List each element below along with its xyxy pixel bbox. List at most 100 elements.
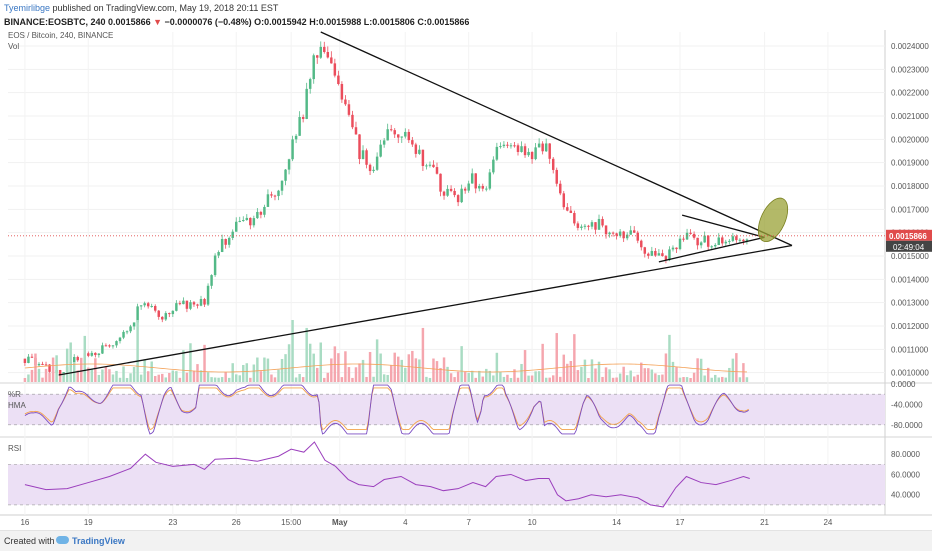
volume-bar — [316, 367, 319, 382]
volume-bar — [411, 350, 414, 382]
candle-body — [717, 237, 720, 245]
volume-bar — [270, 374, 273, 382]
low-value: L:0.0015806 — [363, 17, 415, 27]
time-tick-label: 7 — [466, 518, 471, 527]
chart-area[interactable]: 0.0024000 0.0023000 0.0022000 0.0021000 0.00… — [0, 30, 932, 528]
wr-tick-label: 0.0000 — [891, 380, 916, 389]
volume-bar — [308, 343, 312, 382]
candle-body — [731, 236, 735, 241]
volume-bar — [23, 378, 27, 382]
candle-body — [597, 218, 601, 230]
volume-bar — [647, 368, 650, 382]
volume-bar — [449, 373, 453, 382]
candle-body — [544, 143, 548, 152]
volume-bar — [224, 372, 227, 382]
candle-body — [678, 238, 682, 250]
volume-bar — [632, 376, 636, 382]
triangle-trendline — [58, 244, 793, 376]
volume-bar — [185, 372, 189, 382]
candle-body — [344, 99, 347, 105]
volume-bar — [485, 368, 488, 382]
candle-body — [530, 151, 534, 160]
tradingview-brand[interactable]: TradingView — [72, 536, 125, 546]
candle-body — [400, 136, 404, 138]
volume-bar — [220, 377, 224, 382]
triangle-trendline — [658, 236, 765, 263]
chart-svg[interactable]: 0.0024000 0.0023000 0.0022000 0.0021000 0.00… — [0, 30, 932, 528]
candle-body — [573, 212, 576, 224]
candle-body — [411, 140, 414, 145]
volume-bar — [717, 377, 720, 382]
volume-bar — [629, 370, 632, 382]
volume-bar — [527, 375, 530, 382]
volume-bar — [523, 350, 527, 382]
candle-body — [689, 232, 692, 234]
candle-body — [238, 220, 241, 222]
candle-body — [368, 164, 372, 172]
volume-bar — [280, 359, 284, 382]
candle-body — [446, 188, 449, 196]
candle-body — [692, 233, 696, 238]
volume-bar — [654, 373, 657, 382]
volume-bar — [580, 366, 583, 382]
candle-body — [37, 363, 41, 366]
symbol-info: BINANCE:EOSBTC, 240 — [4, 17, 106, 27]
volume-bar — [657, 375, 661, 382]
candle-body — [129, 326, 132, 332]
candle-body — [435, 167, 439, 174]
volume-bar — [615, 377, 618, 382]
volume-bar — [62, 373, 65, 382]
candle-body — [421, 149, 425, 166]
candle-body — [323, 46, 326, 53]
volume-bar — [44, 368, 48, 382]
author-link[interactable]: Tyemirlibge — [4, 3, 51, 13]
volume-bar — [76, 370, 79, 382]
volume-bar — [379, 353, 382, 382]
candle-body — [266, 194, 270, 207]
candle-body — [213, 255, 217, 276]
candle-body — [492, 159, 495, 173]
volume-bar — [386, 374, 389, 382]
candle-body — [735, 236, 738, 241]
volume-bar — [129, 373, 132, 382]
wr-label: %R — [8, 390, 21, 399]
candle-body — [615, 233, 618, 236]
volume-bar — [721, 376, 724, 382]
volume-bar — [699, 358, 703, 382]
volume-bar — [330, 358, 333, 382]
candle-body — [305, 88, 308, 119]
candle-body — [316, 55, 319, 58]
volume-bar — [618, 373, 622, 382]
volume-bar — [178, 377, 182, 382]
candle-body — [425, 165, 428, 167]
price-tick-label: 0.0021000 — [891, 112, 929, 121]
volume-bar — [164, 377, 168, 382]
candle-body — [157, 310, 160, 317]
volume-bar — [118, 377, 122, 382]
candle-body — [608, 232, 611, 235]
volume-bar — [150, 361, 153, 382]
time-tick-label: 14 — [612, 518, 621, 527]
volume-bar — [344, 351, 347, 382]
candle-body — [97, 353, 101, 356]
price-tick-label: 0.0012000 — [891, 322, 929, 331]
time-tick-label: 24 — [823, 518, 832, 527]
price-tick-label: 0.0011000 — [891, 345, 929, 354]
volume-bar — [192, 370, 196, 382]
candle-body — [168, 313, 171, 315]
volume-bar — [400, 359, 404, 382]
volume-bar — [520, 363, 523, 382]
volume-bar — [358, 363, 361, 382]
volume-bar — [234, 374, 238, 382]
candle-body — [298, 117, 301, 136]
volume-bar — [301, 377, 305, 382]
candle-body — [442, 191, 446, 196]
candle-body — [379, 144, 382, 157]
volume-bar — [245, 363, 249, 382]
candle-body — [351, 114, 354, 128]
candle-body — [277, 190, 280, 197]
volume-bar — [389, 365, 393, 382]
candle-body — [485, 188, 488, 190]
volume-bar — [298, 373, 301, 382]
candle-body — [738, 239, 742, 241]
